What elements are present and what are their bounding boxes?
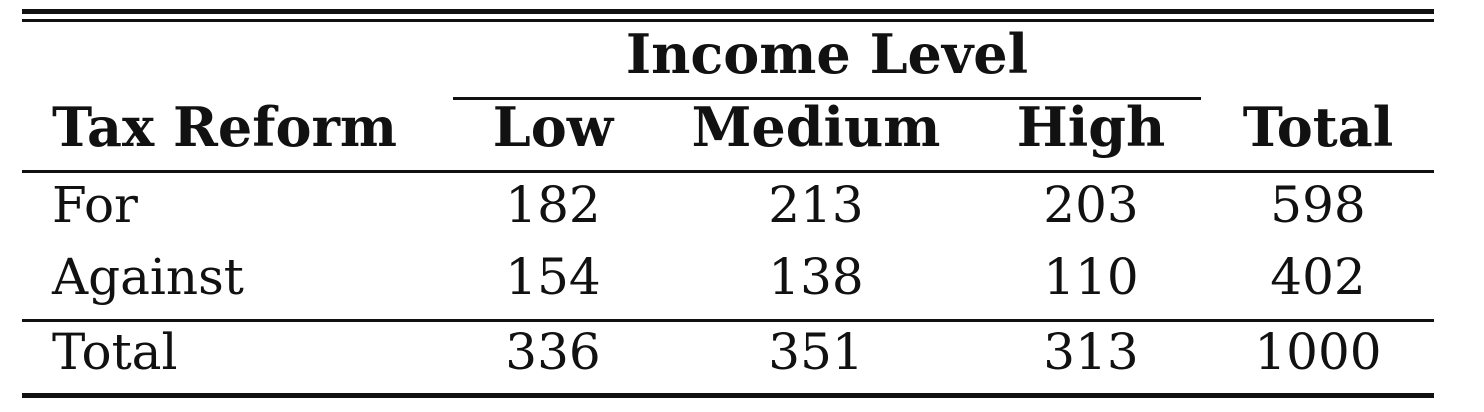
cell-against-medium: 138 [768, 248, 864, 306]
cell-against-low: 154 [505, 248, 601, 306]
top-rule-2 [22, 19, 1434, 22]
col-header-total: Total [1242, 95, 1394, 159]
row-label-total: Total [52, 323, 178, 381]
header-rule [22, 170, 1434, 173]
cell-against-high: 110 [1043, 248, 1139, 306]
cell-total-medium: 351 [768, 323, 864, 381]
cell-for-low: 182 [505, 176, 601, 234]
cell-for-total: 598 [1270, 176, 1366, 234]
col-header-medium: Medium [691, 95, 941, 159]
top-rule-1 [22, 9, 1434, 14]
col-header-high: High [1016, 95, 1166, 159]
group-header-underline [453, 97, 1201, 100]
group-header-income-level: Income Level [625, 22, 1029, 86]
cell-total-low: 336 [505, 323, 601, 381]
row-header-tax-reform: Tax Reform [52, 95, 398, 159]
cell-total-total: 1000 [1254, 323, 1382, 381]
total-rule [22, 319, 1434, 322]
cell-for-high: 203 [1043, 176, 1139, 234]
row-label-against: Against [52, 248, 244, 306]
row-label-for: For [52, 176, 138, 234]
cell-against-total: 402 [1270, 248, 1366, 306]
bottom-rule [22, 393, 1434, 398]
cell-for-medium: 213 [768, 176, 864, 234]
col-header-low: Low [492, 95, 614, 159]
cell-total-high: 313 [1043, 323, 1139, 381]
